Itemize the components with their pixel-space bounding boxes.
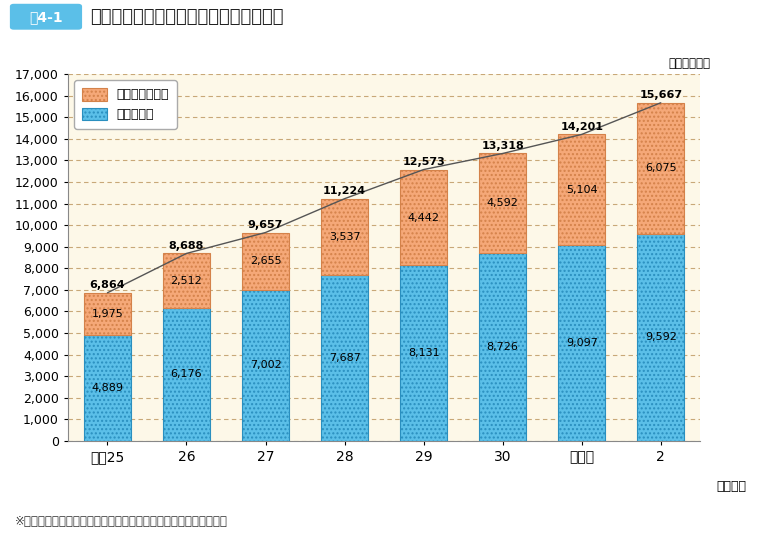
Bar xyxy=(400,170,448,266)
Text: 9,097: 9,097 xyxy=(565,338,597,348)
Bar xyxy=(242,233,290,290)
Text: 1,975: 1,975 xyxy=(91,309,123,319)
Text: 13,318: 13,318 xyxy=(481,141,524,151)
Text: 8,688: 8,688 xyxy=(169,241,204,251)
FancyBboxPatch shape xyxy=(10,4,82,30)
Text: 6,075: 6,075 xyxy=(645,163,676,173)
Text: ※令和２年度の数値は、令和２年５月現在の値で、予定者を含む。: ※令和２年度の数値は、令和２年５月現在の値で、予定者を含む。 xyxy=(15,515,228,528)
Bar xyxy=(479,253,527,441)
Text: 4,592: 4,592 xyxy=(486,198,518,208)
Bar xyxy=(479,153,527,253)
Text: 4,442: 4,442 xyxy=(407,213,439,222)
Bar xyxy=(242,290,290,441)
Bar xyxy=(558,245,606,441)
Text: （単位：人）: （単位：人） xyxy=(669,57,711,70)
Text: 4,889: 4,889 xyxy=(91,383,123,393)
Text: 6,864: 6,864 xyxy=(90,280,125,290)
Text: 9,592: 9,592 xyxy=(644,333,676,342)
Text: 図4-1: 図4-1 xyxy=(29,10,62,24)
Text: 9,657: 9,657 xyxy=(248,220,283,230)
Text: 7,002: 7,002 xyxy=(249,360,281,370)
Bar xyxy=(637,234,685,441)
Bar xyxy=(163,308,211,441)
Text: 5,104: 5,104 xyxy=(566,185,597,194)
Text: 7,687: 7,687 xyxy=(328,353,360,363)
Text: 8,131: 8,131 xyxy=(408,348,439,358)
Text: 12,573: 12,573 xyxy=(402,157,445,167)
Text: 2,655: 2,655 xyxy=(250,256,281,266)
Bar xyxy=(558,134,606,245)
Text: 8,726: 8,726 xyxy=(486,342,518,352)
Text: 11,224: 11,224 xyxy=(323,186,366,196)
Text: （年度）: （年度） xyxy=(716,480,746,493)
Bar xyxy=(84,293,131,335)
Bar xyxy=(321,199,369,275)
Text: 15,667: 15,667 xyxy=(639,90,682,100)
Bar xyxy=(637,103,685,234)
Bar xyxy=(84,335,131,441)
Text: 2,512: 2,512 xyxy=(170,275,202,286)
Legend: フルタイム勤務, 短時間勤務: フルタイム勤務, 短時間勤務 xyxy=(74,80,176,129)
Bar xyxy=(163,253,211,308)
Bar xyxy=(321,275,369,441)
Text: 14,201: 14,201 xyxy=(560,122,603,132)
Text: 6,176: 6,176 xyxy=(171,369,202,379)
Bar xyxy=(400,266,448,441)
Text: 年度別再任用職員数（給与法適用職員）: 年度別再任用職員数（給与法適用職員） xyxy=(90,8,283,26)
Text: 3,537: 3,537 xyxy=(329,232,360,242)
